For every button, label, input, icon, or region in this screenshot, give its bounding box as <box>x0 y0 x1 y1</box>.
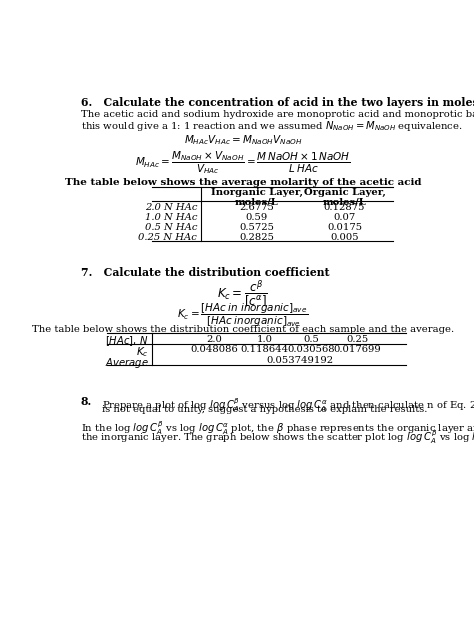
Text: 7.   Calculate the distribution coefficient: 7. Calculate the distribution coefficien… <box>81 267 329 278</box>
Text: $K_c = \dfrac{[HAc\;in\;inorganic]_{ave}}{[HAc\;inorganic]_{ave}}$: $K_c = \dfrac{[HAc\;in\;inorganic]_{ave}… <box>177 302 309 329</box>
Text: The table below shows the distribution coefficient of each sample and the averag: The table below shows the distribution c… <box>32 325 454 334</box>
Text: Organic Layer,
moles/L: Organic Layer, moles/L <box>303 188 385 207</box>
Text: the inorganic layer. The graph below shows the scatter plot log $log\,C_A^{\beta: the inorganic layer. The graph below sho… <box>81 428 474 446</box>
Text: 0.59: 0.59 <box>246 213 268 222</box>
Text: 0.030568: 0.030568 <box>287 345 335 355</box>
Text: Prepare a plot of log $log\,C_A^{\beta}$ versus log $log\,C_A^{\alpha}$ and then: Prepare a plot of log $log\,C_A^{\beta}$… <box>102 396 474 414</box>
Text: $M_{HAc} = \dfrac{M_{NaOH} \times V_{NaOH}}{V_{HAc}} = \dfrac{M\,NaOH \times 1\,: $M_{HAc} = \dfrac{M_{NaOH} \times V_{NaO… <box>135 149 351 176</box>
Text: $K_c$: $K_c$ <box>136 345 148 359</box>
Text: $M_{HAc}V_{HAc} = M_{NaOH}V_{NaOH}$: $M_{HAc}V_{HAc} = M_{NaOH}V_{NaOH}$ <box>183 133 302 147</box>
Text: 0.2825: 0.2825 <box>239 233 274 242</box>
Text: 2.6775: 2.6775 <box>239 203 274 212</box>
Text: 2.0: 2.0 <box>206 334 222 344</box>
Text: $K_c = \dfrac{c^{\beta}}{[c^{\alpha}]}$: $K_c = \dfrac{c^{\beta}}{[c^{\alpha}]}$ <box>218 279 268 310</box>
Text: 6.   Calculate the concentration of acid in the two layers in moles per liter.: 6. Calculate the concentration of acid i… <box>81 97 474 109</box>
Text: Inorganic Layer,
moles/L: Inorganic Layer, moles/L <box>211 188 303 207</box>
Text: 1.0: 1.0 <box>256 334 273 344</box>
Text: 0.017699: 0.017699 <box>334 345 382 355</box>
Text: this would give a 1: 1 reaction and we assumed $N_{NaOH} = M_{NaOH}$ equivalence: this would give a 1: 1 reaction and we a… <box>81 119 463 133</box>
Text: 0.5725: 0.5725 <box>239 223 274 232</box>
Text: The table below shows the average molarity of the acetic acid: The table below shows the average molari… <box>64 178 421 187</box>
Text: 0.25: 0.25 <box>346 334 369 344</box>
Text: 0.25 N HAc: 0.25 N HAc <box>138 233 197 242</box>
Text: 0.5 N HAc: 0.5 N HAc <box>145 223 197 232</box>
Text: 0.12875: 0.12875 <box>324 203 365 212</box>
Text: 0.5: 0.5 <box>303 334 319 344</box>
Text: $\mathit{Average}$: $\mathit{Average}$ <box>105 356 148 370</box>
Text: 0.005: 0.005 <box>330 233 359 242</box>
Text: 2.0 N HAc: 2.0 N HAc <box>145 203 197 212</box>
Text: is not equal to unity, suggest a hypothesis to explain the results.: is not equal to unity, suggest a hypothe… <box>102 405 427 415</box>
Text: 0.07: 0.07 <box>333 213 356 222</box>
Text: 0.048086: 0.048086 <box>191 345 238 355</box>
Text: $\mathit{[HAc],\,N}$: $\mathit{[HAc],\,N}$ <box>105 334 148 348</box>
Text: 1.0 N HAc: 1.0 N HAc <box>145 213 197 222</box>
Text: The acetic acid and sodium hydroxide are monoprotic acid and monoprotic base res: The acetic acid and sodium hydroxide are… <box>81 110 474 119</box>
Text: 8.: 8. <box>81 396 92 407</box>
Text: 0.053749192: 0.053749192 <box>266 356 333 365</box>
Text: 0.118644: 0.118644 <box>241 345 289 355</box>
Text: 0.0175: 0.0175 <box>327 223 362 232</box>
Text: In the log $log\,C_A^{\beta}$ vs log $log\,C_A^{\alpha}$ plot, the $\beta$ phase: In the log $log\,C_A^{\beta}$ vs log $lo… <box>81 419 474 437</box>
